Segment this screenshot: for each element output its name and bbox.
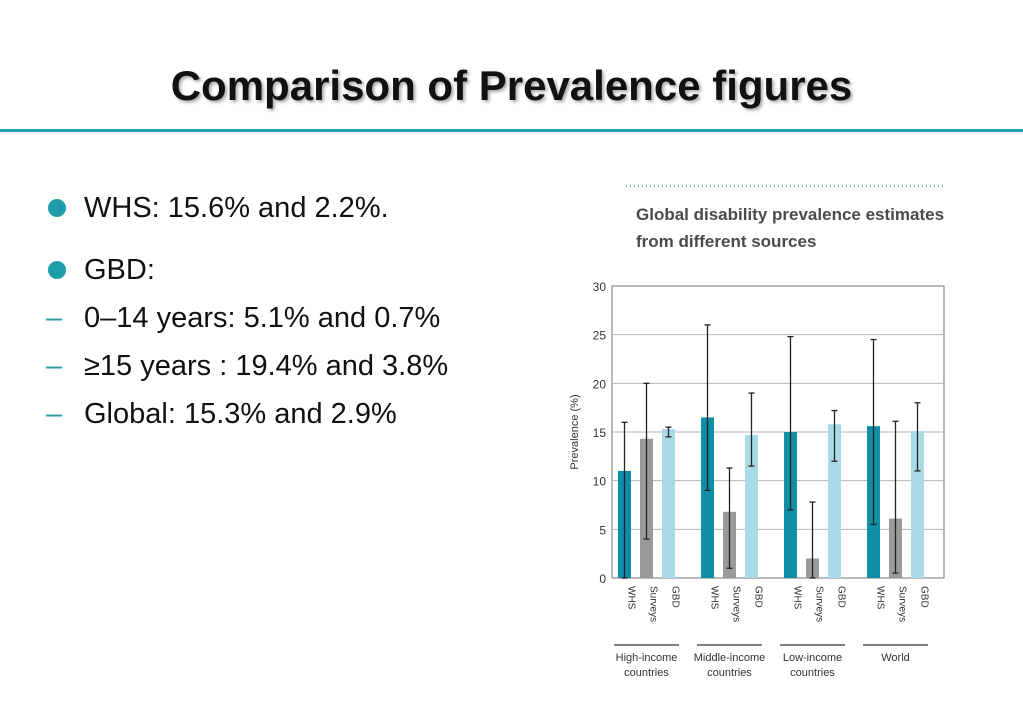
y-tick-label: 0 xyxy=(599,572,606,586)
x-tick-label: Surveys xyxy=(897,586,908,622)
chart-title-line: Global disability prevalence estimates xyxy=(636,205,944,224)
bullet-dot-icon xyxy=(48,261,66,279)
prevalence-chart: Global disability prevalence estimates fr… xyxy=(569,185,945,679)
y-axis-label: Prevalence (%) xyxy=(569,394,581,469)
bullet-dot-icon xyxy=(48,199,66,217)
spacer xyxy=(46,226,516,252)
x-tick-label: GBD xyxy=(919,586,930,608)
bar xyxy=(745,434,758,578)
y-tick-label: 20 xyxy=(593,377,607,391)
chart-container: Global disability prevalence estimates fr… xyxy=(560,178,960,698)
dash-icon: – xyxy=(46,302,63,334)
sub-bullet-text: Global: 15.3% and 2.9% xyxy=(84,398,397,430)
y-tick-label: 25 xyxy=(593,329,607,343)
group-label: World xyxy=(881,652,910,664)
bullet-item: GBD: xyxy=(46,252,516,288)
y-tick-label: 15 xyxy=(593,426,607,440)
y-tick-label: 10 xyxy=(593,475,607,489)
dash-icon: – xyxy=(46,398,63,430)
bullet-text: WHS: 15.6% and 2.2%. xyxy=(84,192,389,224)
sub-bullet-item: – 0–14 years: 5.1% and 0.7% xyxy=(46,300,516,336)
x-tick-label: Surveys xyxy=(731,586,742,622)
bullet-text: GBD: xyxy=(84,254,155,286)
group-label: Low-income xyxy=(783,652,842,664)
x-tick-label: Surveys xyxy=(814,586,825,622)
slide-title: Comparison of Prevalence figures xyxy=(170,62,853,109)
group-label: Middle-income xyxy=(694,652,766,664)
x-tick-label: WHS xyxy=(709,586,720,610)
x-tick-label: Surveys xyxy=(648,586,659,622)
x-tick-label: GBD xyxy=(670,586,681,608)
bullet-item: WHS: 15.6% and 2.2%. xyxy=(46,190,516,226)
sub-bullet-text: ≥15 years : 19.4% and 3.8% xyxy=(84,350,449,382)
group-label: High-income xyxy=(616,652,678,664)
title-divider xyxy=(0,129,1023,132)
group-label: countries xyxy=(707,667,752,679)
chart-title-line: from different sources xyxy=(636,232,816,251)
bullet-list: WHS: 15.6% and 2.2%. GBD: – 0–14 years: … xyxy=(46,190,516,432)
sub-bullet-text: 0–14 years: 5.1% and 0.7% xyxy=(84,302,441,334)
y-tick-label: 30 xyxy=(593,280,607,294)
x-tick-label: GBD xyxy=(753,586,764,608)
y-tick-label: 5 xyxy=(599,523,606,537)
x-tick-label: WHS xyxy=(875,586,886,610)
bar xyxy=(911,431,924,578)
sub-bullet-item: – ≥15 years : 19.4% and 3.8% xyxy=(46,348,516,384)
x-tick-label: WHS xyxy=(792,586,803,610)
bar xyxy=(662,429,675,578)
sub-bullet-item: – Global: 15.3% and 2.9% xyxy=(46,396,516,432)
bar xyxy=(701,417,714,578)
bar xyxy=(828,424,841,578)
x-tick-label: GBD xyxy=(836,586,847,608)
x-tick-label: WHS xyxy=(626,586,637,610)
group-label: countries xyxy=(790,667,835,679)
group-label: countries xyxy=(624,667,669,679)
dash-icon: – xyxy=(46,350,63,382)
